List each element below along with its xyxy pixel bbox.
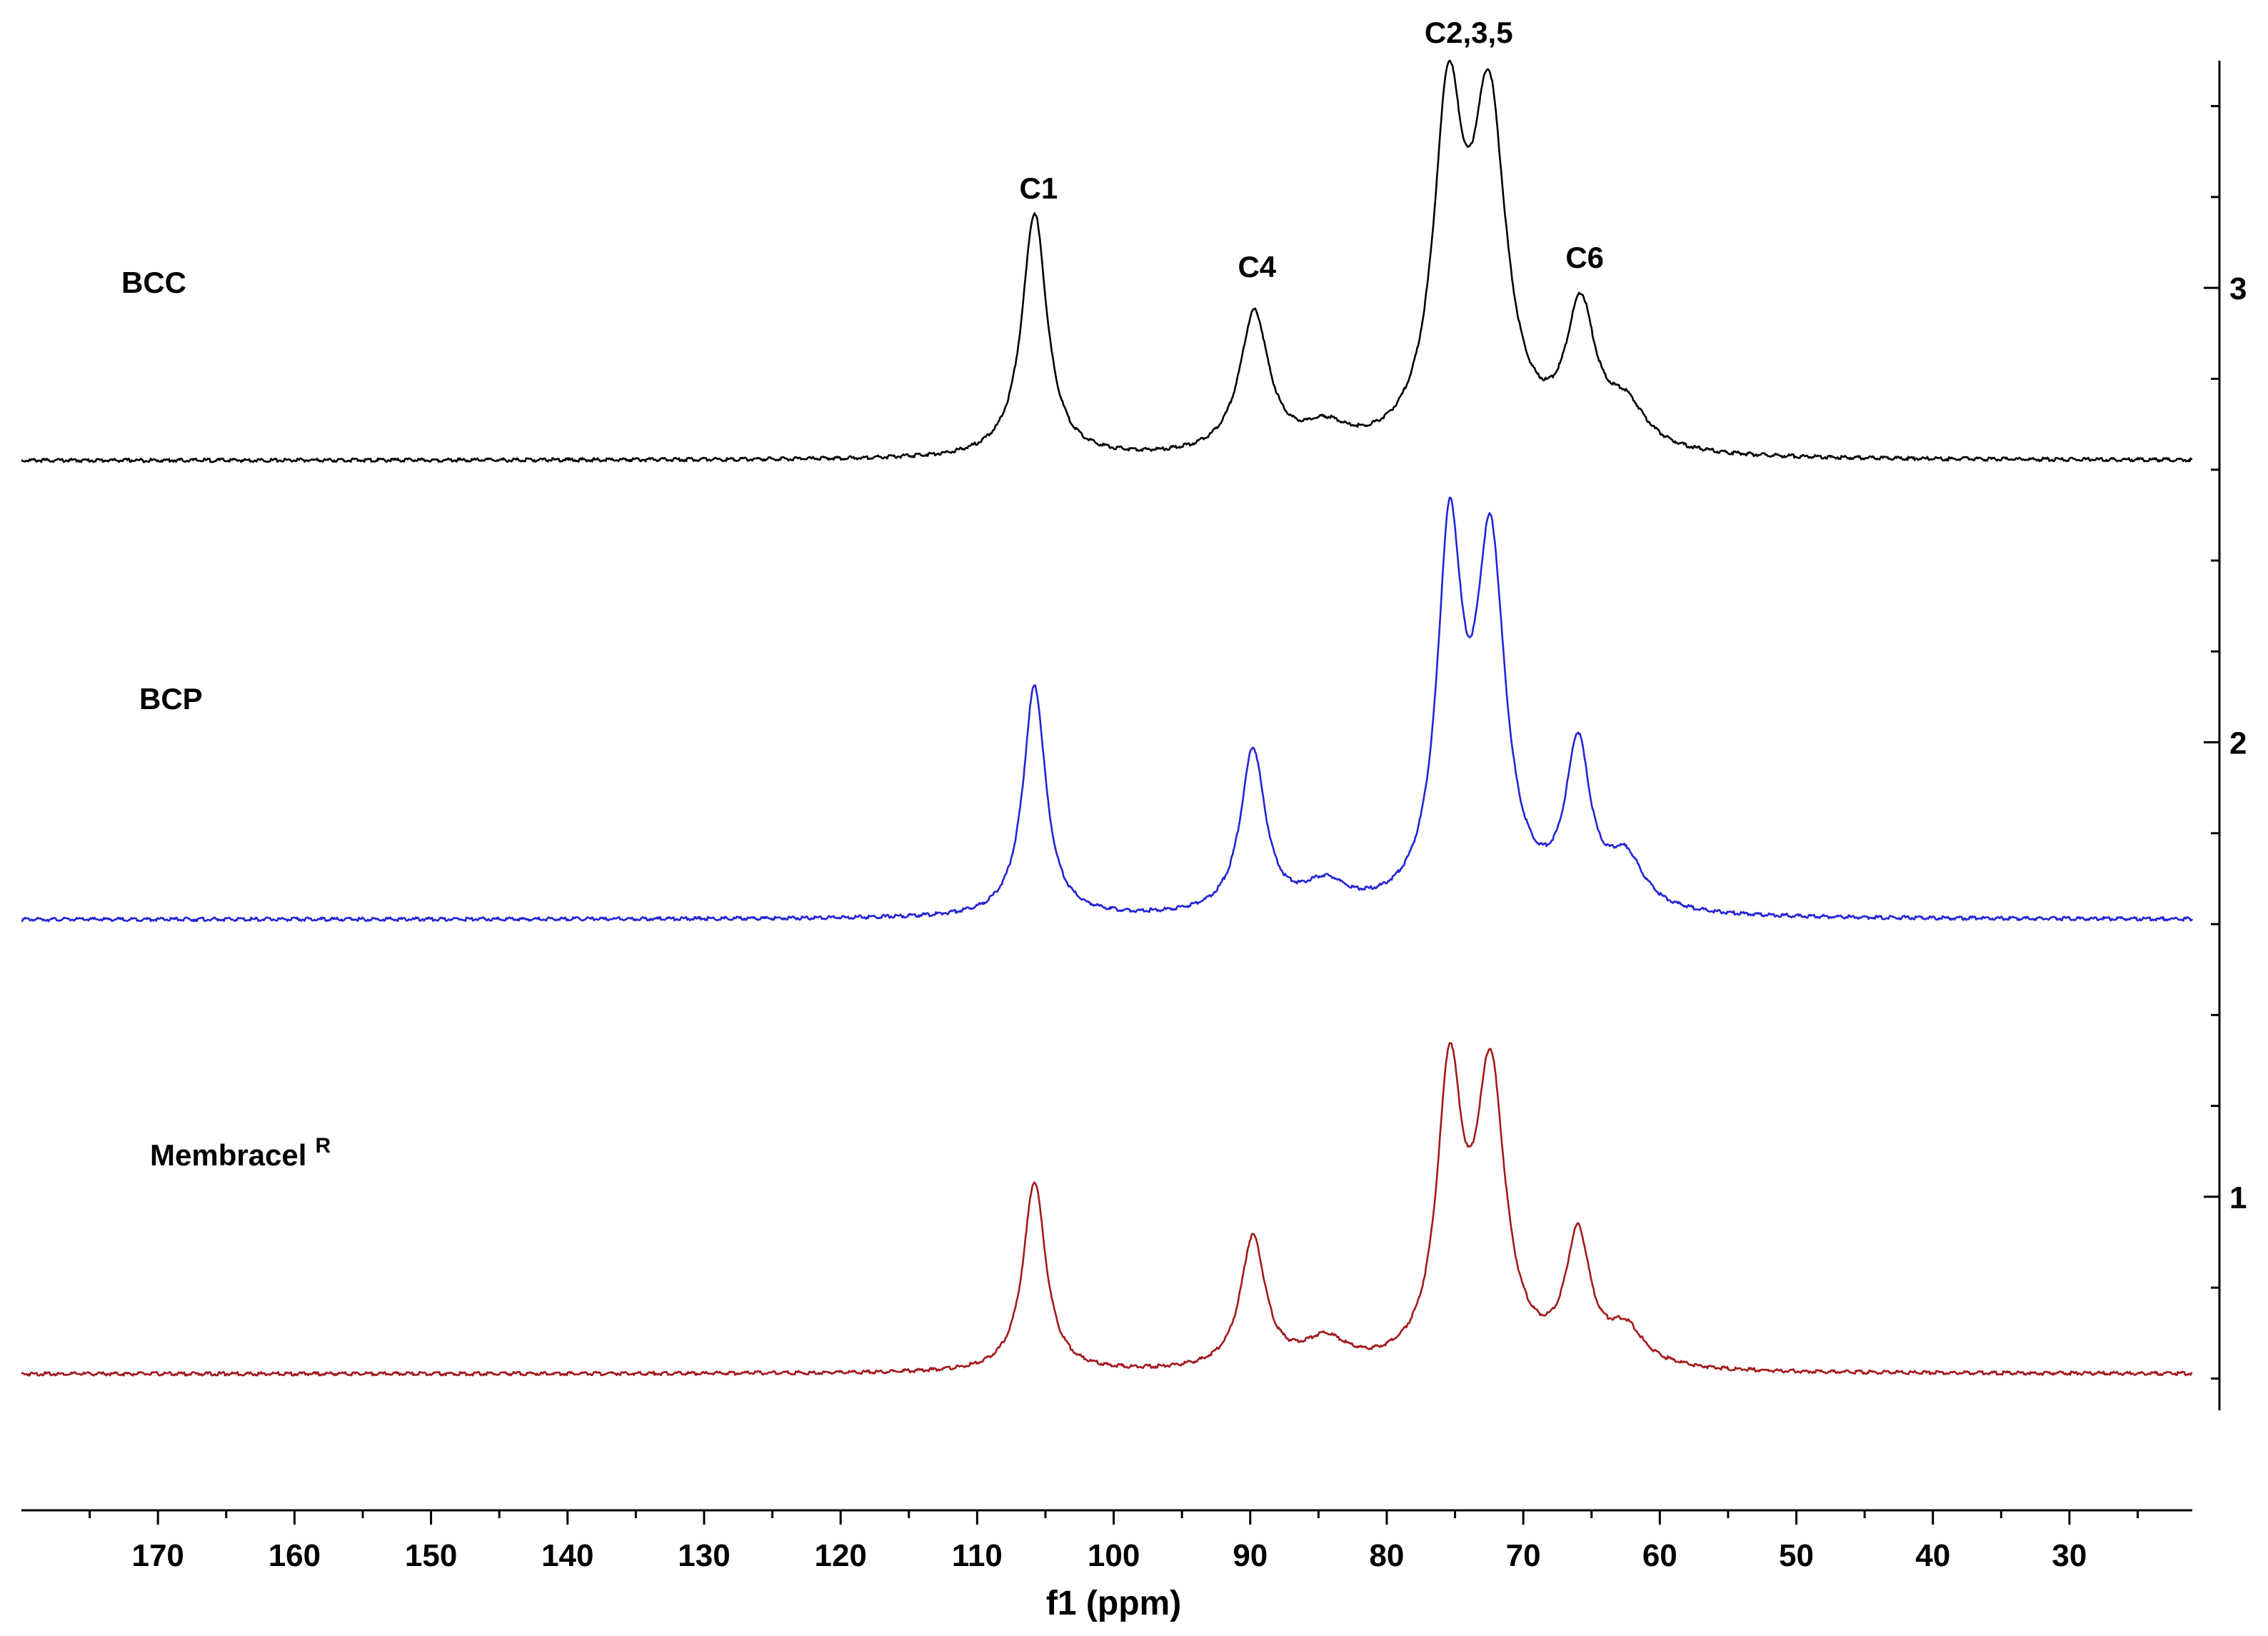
- peak-label-c4: C4: [1238, 250, 1276, 283]
- x-tick-label: 100: [1088, 1538, 1140, 1573]
- series-line-membracel: [21, 1042, 2193, 1377]
- y-tick-label: 3: [2229, 271, 2247, 306]
- series-line-bcc: [21, 59, 2193, 463]
- x-tick-label: 90: [1233, 1538, 1268, 1573]
- x-tick-label: 80: [1369, 1538, 1404, 1573]
- x-axis-ticks: 170 160 150 140 130 120 110 100 90 80 70 60 50 40 30: [89, 1510, 2139, 1573]
- x-tick-label: 150: [405, 1538, 457, 1573]
- peak-label-c2-3-5: C2,3,5: [1425, 16, 1513, 49]
- spectrum-traces: [21, 59, 2194, 1377]
- x-tick-label: 140: [541, 1538, 593, 1573]
- x-axis-label: f1 (ppm): [1046, 1585, 1181, 1622]
- x-tick-label: 130: [678, 1538, 730, 1573]
- x-tick-label: 120: [814, 1538, 866, 1573]
- y-tick-label: 1: [2229, 1180, 2247, 1215]
- x-tick-label: 40: [1915, 1538, 1950, 1573]
- x-tick-label: 60: [1642, 1538, 1677, 1573]
- x-tick-label: 170: [131, 1538, 184, 1573]
- series-label-membracel: Membracel R: [150, 1134, 331, 1172]
- x-tick-label: 50: [1779, 1538, 1814, 1573]
- series-label-bcc: BCC: [121, 266, 186, 299]
- x-tick-label: 70: [1506, 1538, 1541, 1573]
- x-tick-label: 160: [269, 1538, 321, 1573]
- peak-label-c1: C1: [1020, 171, 1058, 205]
- y-axis-ticks: 1 2 3: [2204, 105, 2247, 1380]
- peak-label-c6: C6: [1565, 241, 1604, 274]
- peak-labels: C1 C4 C2,3,5 C6: [1020, 16, 1605, 283]
- series-label-superscript: R: [315, 1134, 331, 1158]
- x-tick-label: 30: [2052, 1538, 2087, 1573]
- series-label-bcp: BCP: [139, 682, 203, 716]
- series-line-bcp: [21, 496, 2194, 923]
- x-tick-label: 110: [952, 1538, 1003, 1573]
- y-tick-label: 2: [2229, 726, 2247, 761]
- series-labels: BCC BCP Membracel R: [121, 266, 331, 1172]
